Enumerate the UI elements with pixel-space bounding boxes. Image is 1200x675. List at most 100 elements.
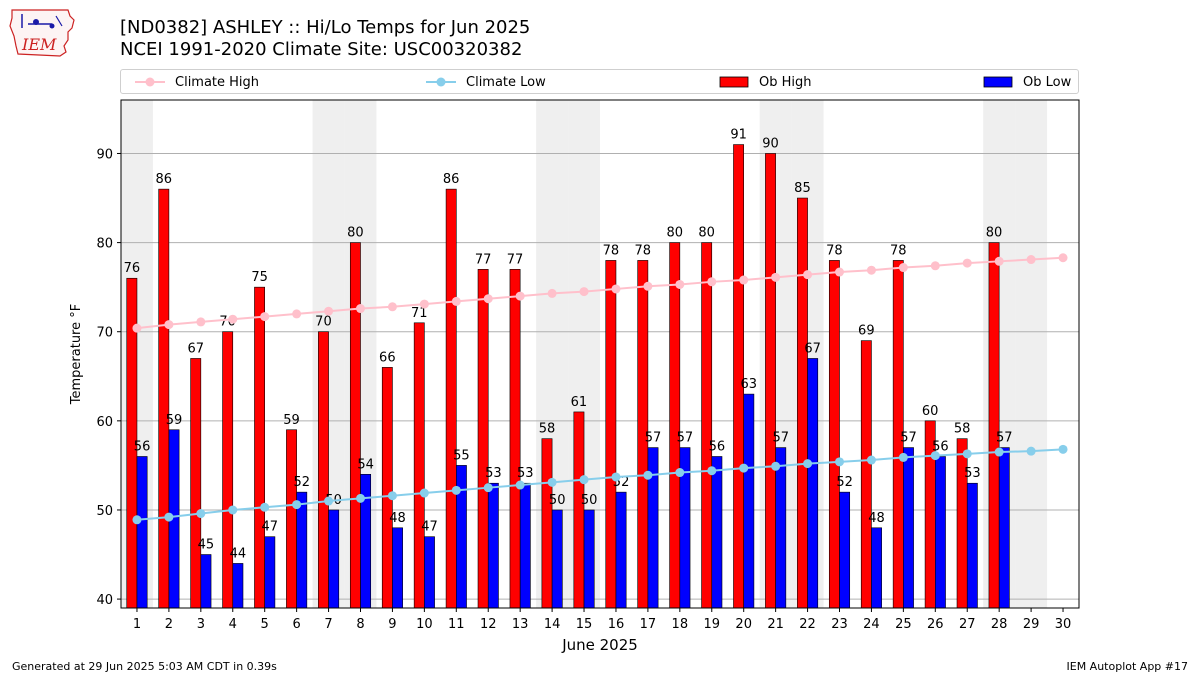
climate-low-point — [866, 455, 876, 465]
climate-low-point — [739, 463, 749, 473]
ob-high-bar — [509, 269, 521, 609]
ob-high-bar-label: 59 — [283, 413, 300, 428]
ob-low-bar — [903, 447, 914, 609]
ob-high-bar — [445, 188, 457, 609]
ob-low-bar — [136, 456, 148, 609]
climate-high-point — [356, 304, 365, 314]
climate-high-point — [898, 263, 908, 273]
climate-high-line — [136, 256, 1064, 330]
ob-high-bar — [956, 438, 968, 609]
ob-high-bar-label: 80 — [666, 226, 683, 241]
ob-high-bar-label: 70 — [315, 315, 332, 330]
climate-high-point — [515, 291, 525, 301]
ob-low-bar-label: 55 — [453, 448, 470, 463]
climate-high-point — [675, 279, 685, 289]
chart-legend: Climate High Climate Low Ob High Ob Low — [120, 69, 1079, 94]
ob-high-bar — [701, 242, 713, 609]
y-tick-label: 60 — [96, 415, 113, 430]
ob-low-bar-label: 53 — [964, 466, 981, 481]
climate-low-point — [419, 488, 429, 498]
climate-high-point — [1026, 255, 1036, 265]
x-tick-label: 7 — [324, 617, 332, 632]
climate-high-point — [387, 302, 397, 312]
ob-low-bar — [743, 393, 755, 609]
climate-low-point — [196, 509, 206, 519]
ob-low-bar-label: 59 — [166, 413, 183, 428]
climate-high-point — [547, 288, 557, 298]
climate-low-point — [579, 475, 589, 485]
ob-high-bar-label: 78 — [603, 243, 620, 258]
ob-low-bar — [807, 358, 819, 609]
x-tick-label: 14 — [544, 617, 561, 632]
ob-high-bar-label: 91 — [730, 128, 747, 143]
x-tick-label: 13 — [512, 617, 529, 632]
legend-ob-high-swatch — [719, 76, 749, 88]
climate-low-point — [132, 515, 142, 525]
x-tick-label: 19 — [703, 617, 720, 632]
ob-high-bar — [158, 188, 170, 609]
ob-low-bar-label: 44 — [230, 546, 247, 561]
y-tick-label: 90 — [96, 147, 113, 162]
x-tick-label: 20 — [735, 617, 752, 632]
climate-high-point — [611, 284, 621, 294]
x-tick-label: 11 — [448, 617, 465, 632]
legend-climate-high-label: Climate High — [175, 74, 260, 90]
ob-low-bar — [200, 554, 212, 609]
ob-low-bar — [424, 536, 435, 609]
ob-high-bar-label: 67 — [187, 341, 204, 356]
ob-low-bar — [934, 456, 946, 609]
x-tick-label: 26 — [927, 617, 944, 632]
legend-climate-low: Climate Low — [424, 73, 546, 91]
ob-low-bar — [519, 482, 531, 609]
ob-low-bar-label: 56 — [134, 439, 151, 454]
climate-low-point — [515, 480, 525, 490]
x-tick-label: 18 — [672, 617, 689, 632]
ob-low-bar-label: 63 — [741, 377, 758, 392]
y-tick-label: 70 — [96, 326, 113, 341]
x-tick-label: 2 — [165, 617, 173, 632]
ob-low-bar — [871, 527, 882, 609]
ob-low-bar-label: 57 — [645, 431, 662, 446]
ob-high-bar-label: 77 — [475, 252, 492, 267]
ob-high-bar — [190, 358, 202, 609]
x-tick-label: 4 — [229, 617, 237, 632]
ob-high-bar — [828, 260, 840, 609]
x-tick-label: 24 — [863, 617, 880, 632]
ob-low-bar-label: 50 — [581, 493, 598, 508]
climate-high-point — [962, 258, 972, 268]
ob-high-bar — [797, 197, 808, 609]
chart-title-block: [ND0382] ASHLEY :: Hi/Lo Temps for Jun 2… — [120, 17, 530, 61]
ob-high-bar-label: 69 — [858, 324, 875, 339]
ob-low-bar — [583, 509, 595, 609]
ob-low-bar — [615, 491, 627, 609]
ob-low-bar-label: 50 — [549, 493, 566, 508]
legend-ob-low-swatch — [983, 76, 1013, 88]
climate-high-point — [260, 312, 270, 322]
ob-low-bar-label: 54 — [357, 457, 374, 472]
ob-low-bar-label: 57 — [772, 431, 789, 446]
ob-high-bar-label: 60 — [922, 404, 939, 419]
x-tick-label: 5 — [261, 617, 269, 632]
climate-low-point — [930, 451, 940, 461]
plot-frame — [120, 99, 1080, 609]
ob-high-bar — [477, 269, 489, 609]
x-tick-label: 9 — [388, 617, 396, 632]
x-tick-label: 30 — [1055, 617, 1072, 632]
climate-high-point — [196, 317, 206, 327]
climate-high-point — [324, 306, 334, 316]
climate-low-point — [483, 483, 493, 493]
x-tick-label: 27 — [959, 617, 976, 632]
ob-high-bar-label: 80 — [986, 226, 1003, 241]
y-tick-label: 50 — [96, 504, 113, 519]
ob-low-bar-label: 57 — [900, 431, 917, 446]
ob-low-bar — [392, 527, 403, 609]
footer-app-text: IEM Autoplot App #17 — [1066, 660, 1189, 673]
y-tick-label: 80 — [96, 237, 113, 252]
ob-high-bar-label: 78 — [890, 243, 907, 258]
y-axis-label: Temperature °F — [69, 304, 84, 405]
weekend-band — [1015, 100, 1048, 608]
climate-low-point — [707, 466, 717, 476]
logo-text: IEM — [21, 35, 57, 54]
climate-high-point — [994, 256, 1004, 266]
climate-low-point — [1026, 446, 1036, 456]
